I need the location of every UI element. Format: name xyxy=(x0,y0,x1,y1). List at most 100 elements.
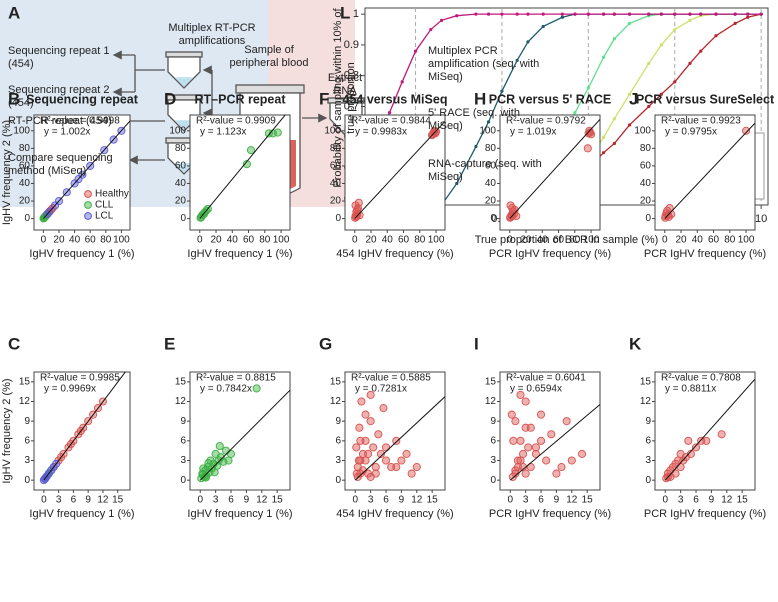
y-tick-label: 6 xyxy=(490,435,496,446)
y-tick-label: 0 xyxy=(490,475,496,486)
data-point xyxy=(552,469,561,478)
x-tick-label: 0 xyxy=(662,235,668,246)
series-point xyxy=(526,40,530,44)
data-point xyxy=(215,442,224,451)
tube-cap xyxy=(165,51,203,58)
series-point xyxy=(733,12,737,16)
x-tick-label: 0 xyxy=(352,495,358,506)
data-point xyxy=(521,469,530,478)
legend-marker xyxy=(84,190,92,198)
y-tick-label: 40 xyxy=(175,178,187,189)
fit-line xyxy=(199,115,286,219)
fit-line xyxy=(509,404,600,481)
x-tick-label: 40 xyxy=(692,235,704,246)
y-axis-label: IgHV frequency 2 (%) xyxy=(1,378,13,483)
label: Extract RNA xyxy=(327,72,363,97)
x-tick-label: 3 xyxy=(523,495,529,506)
x-axis-label: IgHV frequency 1 (%) xyxy=(29,508,134,520)
data-point xyxy=(516,436,525,445)
fit-annotation: y = 1.123x xyxy=(200,127,246,138)
label: RNA-capture (seq. with MiSeq) xyxy=(428,158,542,183)
series-point xyxy=(688,12,692,16)
fit-line xyxy=(199,389,290,481)
panel-title: PCR versus SureSelect xyxy=(636,92,775,106)
data-point xyxy=(352,469,361,478)
fit-line xyxy=(354,396,445,481)
fit-annotation: y = 1.002x xyxy=(44,127,90,138)
data-point xyxy=(376,449,385,458)
x-tick-label: 15 xyxy=(582,495,594,506)
y-tick-label: 3 xyxy=(490,455,496,466)
fit-annotation: y = 0.6594x xyxy=(510,384,562,395)
x-tick-label: 100 xyxy=(273,235,290,246)
y-tick-label: 3 xyxy=(24,455,30,466)
series-point xyxy=(746,15,750,19)
y-tick-label: 60 xyxy=(175,161,187,172)
y-axis-label: IgHV frequency 2 (%) xyxy=(1,120,13,225)
x-tick-label: 9 xyxy=(709,495,715,506)
y-tick-label: 40 xyxy=(640,178,652,189)
series-point xyxy=(627,123,632,127)
series-point xyxy=(400,80,404,84)
y-tick-label: 100 xyxy=(169,125,186,136)
series-line xyxy=(369,13,762,160)
data-point xyxy=(242,160,251,169)
y-tick-label: 60 xyxy=(330,161,342,172)
x-axis-label: PCR IgHV frequency (%) xyxy=(644,508,766,520)
data-point xyxy=(369,443,378,452)
data-point xyxy=(352,443,361,452)
data-point xyxy=(536,436,546,445)
data-point xyxy=(407,469,416,478)
series-point xyxy=(601,151,606,155)
x-tick-label: 60 xyxy=(708,235,720,246)
series-point xyxy=(429,27,433,32)
y-tick-label: 9 xyxy=(645,416,651,427)
y-tick-label: 0 xyxy=(180,213,186,224)
series-point xyxy=(455,14,459,18)
data-point xyxy=(671,469,680,478)
data-point xyxy=(392,436,401,445)
panel-letter: L xyxy=(340,3,350,22)
data-point xyxy=(684,436,693,445)
x-tick-label: 80 xyxy=(259,235,271,246)
r2-annotation: R²-value = 0.5885 xyxy=(351,373,431,384)
panel-title: PCR versus 5' RACE xyxy=(489,92,611,106)
fit-annotation: y = 1.019x xyxy=(510,127,556,138)
series-point xyxy=(688,61,692,66)
series-point xyxy=(500,12,504,16)
fit-annotation: y = 0.7281x xyxy=(355,384,407,395)
y-tick-label: 20 xyxy=(485,196,497,207)
fit-line xyxy=(43,372,126,481)
y-tick-label: 9 xyxy=(180,416,186,427)
x-tick-label: 9 xyxy=(399,495,405,506)
series-point xyxy=(474,144,478,149)
data-point xyxy=(351,201,360,210)
data-point xyxy=(397,456,406,465)
r2-annotation: R²-value = 0.6041 xyxy=(506,373,586,384)
legend-marker xyxy=(84,212,92,220)
series-point xyxy=(673,80,677,84)
data-point xyxy=(524,443,533,452)
data-point xyxy=(353,205,362,214)
data-point xyxy=(366,417,375,426)
data-point xyxy=(412,463,421,472)
fit-annotation: y = 0.9969x xyxy=(44,384,96,395)
x-tick-label: 12 xyxy=(411,495,423,506)
y-tick-label: 3 xyxy=(180,455,186,466)
y-tick-label: 20 xyxy=(19,196,31,207)
x-tick-label: 60 xyxy=(398,235,410,246)
fit-annotation: y = 0.9795x xyxy=(665,127,717,138)
y-tick-label: 80 xyxy=(640,143,652,154)
data-point xyxy=(691,443,701,452)
x-tick-label: 20 xyxy=(675,235,687,246)
series-point xyxy=(659,12,663,16)
y-tick-label: 100 xyxy=(634,125,651,136)
legend-marker xyxy=(84,201,92,209)
y-tick-label: 0.7 xyxy=(344,100,359,112)
y-tick-label: 12 xyxy=(175,396,187,407)
y-tick-label: 0 xyxy=(180,475,186,486)
x-tick-label: 6 xyxy=(71,495,77,506)
